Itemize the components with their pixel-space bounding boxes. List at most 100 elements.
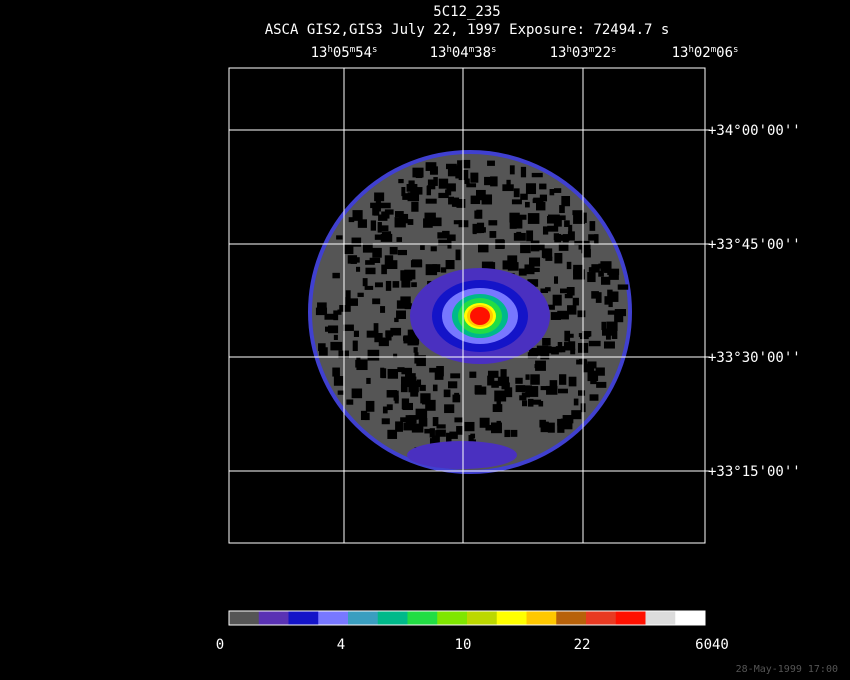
noise xyxy=(481,194,493,205)
noise xyxy=(601,328,613,336)
noise xyxy=(520,193,528,200)
noise xyxy=(490,176,498,187)
noise xyxy=(420,245,425,250)
noise xyxy=(378,214,388,221)
noise xyxy=(372,247,382,258)
noise xyxy=(557,388,568,394)
dec-label: +34°00'00'' xyxy=(708,123,801,139)
noise xyxy=(374,282,383,288)
noise xyxy=(568,376,577,387)
noise xyxy=(416,355,426,367)
noise xyxy=(449,431,458,439)
noise xyxy=(484,176,494,186)
noise xyxy=(318,347,328,356)
noise xyxy=(540,421,549,433)
noise xyxy=(333,334,338,341)
noise xyxy=(413,347,418,353)
ra-label-part: h xyxy=(566,45,571,55)
noise xyxy=(339,305,351,312)
noise xyxy=(573,269,585,280)
noise xyxy=(589,394,599,401)
noise xyxy=(519,395,527,401)
noise xyxy=(372,298,381,305)
noise xyxy=(436,424,446,429)
noise xyxy=(555,215,566,221)
ra-label: 13h04m38s xyxy=(430,45,497,61)
noise xyxy=(380,367,385,378)
noise xyxy=(529,347,539,357)
noise xyxy=(474,210,479,219)
noise xyxy=(332,367,340,377)
noise xyxy=(425,399,436,411)
noise xyxy=(540,352,550,360)
noise xyxy=(345,290,351,300)
image xyxy=(308,150,632,474)
noise xyxy=(554,188,562,193)
noise xyxy=(581,331,592,337)
noise xyxy=(438,192,449,199)
colorbar-label: 4 xyxy=(337,637,345,653)
noise xyxy=(446,234,456,241)
noise xyxy=(429,428,435,438)
noise xyxy=(469,371,477,378)
noise xyxy=(553,233,559,241)
noise xyxy=(432,417,439,427)
colorbar-label: 10 xyxy=(455,637,472,653)
noise xyxy=(487,375,495,386)
noise xyxy=(568,224,573,233)
noise xyxy=(507,255,518,263)
noise xyxy=(356,357,361,366)
noise xyxy=(567,305,577,315)
noise xyxy=(425,264,438,276)
noise xyxy=(524,264,535,275)
colorbar-cell xyxy=(407,611,438,625)
noise xyxy=(445,260,455,270)
noise xyxy=(430,246,437,252)
noise xyxy=(382,406,388,414)
noise xyxy=(564,342,573,351)
colorbar-cell xyxy=(258,611,289,625)
noise xyxy=(573,213,586,224)
ra-label-part: 38 xyxy=(474,45,491,61)
noise xyxy=(552,294,562,306)
noise xyxy=(415,408,428,419)
noise xyxy=(427,179,435,186)
noise xyxy=(346,399,354,405)
noise xyxy=(527,213,540,224)
noise xyxy=(429,367,439,373)
noise xyxy=(504,429,511,438)
noise xyxy=(483,262,496,270)
colorbar-cell xyxy=(645,611,676,625)
noise xyxy=(502,260,515,270)
noise xyxy=(445,189,452,196)
noise xyxy=(324,326,331,332)
noise xyxy=(520,242,531,254)
noise xyxy=(540,288,549,294)
noise xyxy=(442,230,450,238)
noise xyxy=(365,267,376,275)
noise xyxy=(356,359,368,371)
noise xyxy=(464,421,475,432)
noise xyxy=(402,193,413,200)
noise xyxy=(385,330,394,337)
noise xyxy=(424,428,435,434)
noise xyxy=(337,390,344,395)
noise xyxy=(605,333,611,340)
noise xyxy=(412,259,422,267)
subtitle: ASCA GIS2,GIS3 July 22, 1997 Exposure: 7… xyxy=(265,22,670,38)
noise xyxy=(538,243,545,251)
noise xyxy=(542,226,549,235)
noise xyxy=(367,349,380,361)
noise xyxy=(374,332,383,343)
noise xyxy=(606,321,618,331)
ra-label-part: 13 xyxy=(550,45,567,61)
noise xyxy=(433,177,438,186)
noise xyxy=(365,400,375,412)
noise xyxy=(509,165,515,175)
noise xyxy=(577,310,586,318)
noise xyxy=(549,380,558,390)
noise xyxy=(510,218,518,229)
colorbar-cell xyxy=(377,611,408,625)
noise xyxy=(410,187,418,198)
